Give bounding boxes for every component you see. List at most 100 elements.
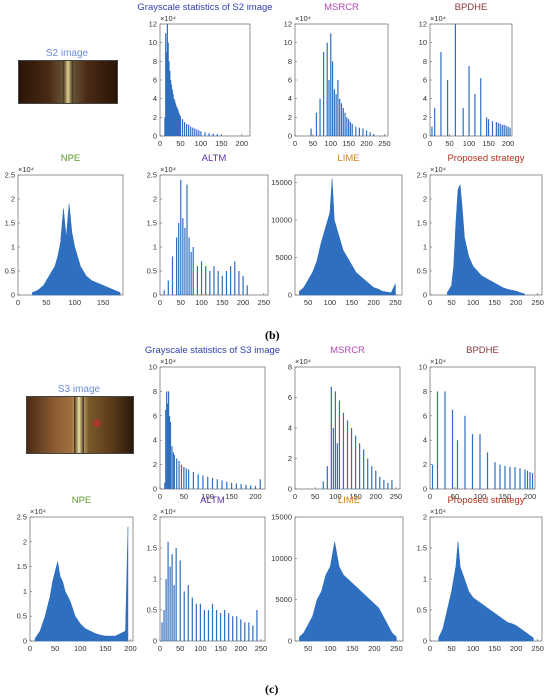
histogram-area xyxy=(299,178,396,296)
y-tick-label: 2 xyxy=(11,195,15,204)
histogram-bar xyxy=(226,481,228,489)
x-tick-label: 100 xyxy=(194,644,207,653)
histogram-bar xyxy=(526,470,529,489)
s3-image-mark xyxy=(92,419,101,428)
x-tick-label: 150 xyxy=(216,298,229,307)
x-tick-label: 250 xyxy=(378,139,391,148)
y-tick-label: 2.5 xyxy=(417,171,427,180)
histogram-bar xyxy=(186,184,188,295)
histogram-bar xyxy=(238,271,240,295)
x-tick-label: 150 xyxy=(215,139,228,148)
y-tick-label: 2 xyxy=(153,113,157,122)
histogram-bar xyxy=(232,616,234,641)
histogram-bar xyxy=(342,108,344,136)
chart-12: ALTM ×10⁴ 0 0.5 1 1.5 2 0 50 100 150 200 250 xyxy=(147,495,268,653)
x-tick-label: 250 xyxy=(255,644,268,653)
histogram-bar xyxy=(351,123,353,136)
y-tick-label: 0.5 xyxy=(5,267,15,276)
y-tick-label: 0 xyxy=(288,637,292,646)
histogram-bar xyxy=(501,124,503,136)
histogram-bar xyxy=(198,130,200,136)
chart-5: ALTM ×10⁴ 0 0.5 1 1.5 2 2.5 0 50 100 150 200 250 xyxy=(147,153,271,307)
panel-label-b: (b) xyxy=(265,328,280,342)
x-tick-label: 250 xyxy=(258,298,271,307)
histogram-bar xyxy=(174,100,176,136)
y-tick-label: 10 xyxy=(149,38,157,47)
plot-frame xyxy=(159,366,266,490)
x-tick-label: 50 xyxy=(51,644,59,653)
histogram-bar xyxy=(509,127,511,136)
histogram-bar xyxy=(369,132,371,136)
x-tick-label: 50 xyxy=(304,644,312,653)
histogram-bar xyxy=(185,468,187,489)
chart-title: LIME xyxy=(338,495,360,506)
histogram-bar xyxy=(245,484,247,489)
histogram-bar xyxy=(213,266,215,295)
histogram-bar xyxy=(499,464,501,489)
histogram-bar xyxy=(169,566,171,641)
y-tick-label: 2 xyxy=(153,460,157,469)
y-tick-label: 8 xyxy=(423,387,427,396)
histogram-bar xyxy=(178,223,180,295)
x-tick-label: 0 xyxy=(293,492,297,501)
histogram-bar xyxy=(171,89,173,136)
x-tick-label: 200 xyxy=(124,644,137,653)
s2-image-thumbnail xyxy=(18,60,118,104)
histogram-bar xyxy=(165,579,167,641)
histogram-bar xyxy=(331,61,334,137)
y-exponent: ×10⁴ xyxy=(160,14,176,23)
y-tick-label: 0 xyxy=(423,291,427,300)
histogram-bar xyxy=(180,179,182,295)
histogram-bar xyxy=(217,271,219,295)
y-tick-label: 4 xyxy=(288,94,292,103)
y-tick-label: 1 xyxy=(23,587,27,596)
x-tick-label: 100 xyxy=(195,139,208,148)
histogram-area xyxy=(438,541,534,642)
histogram-bar xyxy=(176,237,178,295)
histogram-bar xyxy=(166,24,168,136)
histogram-bar xyxy=(330,33,332,137)
histogram-bar xyxy=(242,275,244,295)
histogram-bar xyxy=(212,133,214,136)
histogram-bar xyxy=(524,469,526,489)
y-tick-label: 0 xyxy=(153,485,157,494)
histogram-bar xyxy=(204,132,206,136)
histogram-bar xyxy=(172,94,174,136)
y-tick-label: 6 xyxy=(288,76,292,85)
y-tick-label: 1 xyxy=(153,243,157,252)
histogram-bar xyxy=(164,117,166,136)
x-tick-label: 250 xyxy=(390,492,403,501)
histogram-bar xyxy=(342,412,345,489)
chart-title: Proposed strategy xyxy=(447,153,524,164)
y-tick-label: 10000 xyxy=(271,554,292,563)
histogram-bar xyxy=(178,112,180,136)
histogram-bar xyxy=(167,391,170,489)
histogram-bar xyxy=(211,478,214,489)
histogram-bar xyxy=(503,124,505,136)
y-tick-label: 5000 xyxy=(275,253,292,262)
histogram-bar xyxy=(355,126,357,136)
x-tick-label: 0 xyxy=(428,492,432,501)
x-tick-label: 100 xyxy=(195,298,208,307)
histogram-bar xyxy=(323,52,325,136)
chart-title: ALTM xyxy=(200,495,225,506)
x-tick-label: 100 xyxy=(474,492,487,501)
histogram-bar xyxy=(180,464,183,489)
y-exponent: ×10⁴ xyxy=(430,165,446,174)
histogram-bar xyxy=(337,80,339,136)
histogram-bar xyxy=(480,78,482,136)
histogram-bar xyxy=(494,462,496,489)
histogram-bar xyxy=(176,108,178,136)
histogram-bar xyxy=(379,476,381,489)
histogram-bar xyxy=(319,98,321,136)
histogram-bar xyxy=(358,127,360,136)
y-tick-label: 8 xyxy=(288,363,292,372)
histogram-bar xyxy=(188,124,190,136)
chart-title: NPE xyxy=(61,153,81,164)
histogram-bar xyxy=(179,116,182,136)
x-tick-label: 100 xyxy=(325,139,338,148)
histogram-bar xyxy=(240,619,242,641)
histogram-bar xyxy=(339,98,341,136)
histogram-bar xyxy=(497,122,499,136)
x-tick-label: 150 xyxy=(346,644,359,653)
